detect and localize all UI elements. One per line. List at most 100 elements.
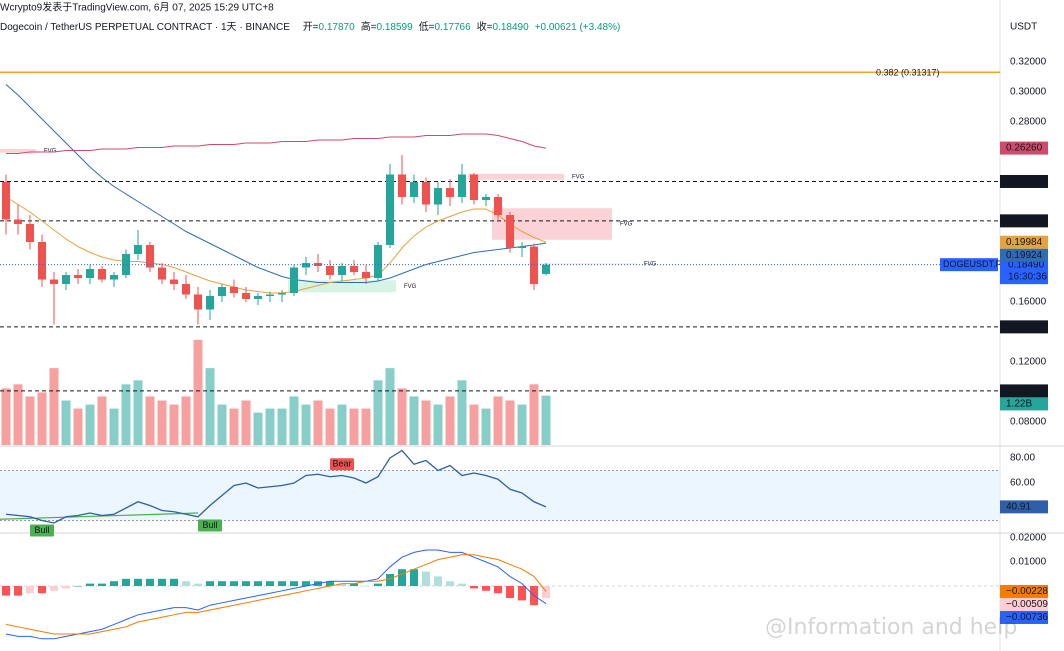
y-tick-label: 0.12000 (1010, 357, 1047, 368)
axis-badge-text: 1.22B (1006, 399, 1032, 410)
axis-badge-text: 0.10075 (1006, 386, 1043, 397)
axis-badge (1000, 384, 1048, 398)
volume-bar (85, 404, 95, 445)
histogram-bar (182, 581, 190, 587)
axis-badge (1000, 320, 1048, 334)
volume-bar (469, 404, 479, 445)
rsi-band (0, 470, 1000, 521)
histogram-bar (422, 571, 430, 587)
volume-bar (373, 380, 383, 445)
candle-body (290, 267, 298, 294)
volume-bar (349, 408, 359, 445)
macd-line (5, 549, 547, 640)
volume-bar (301, 404, 311, 445)
candle-body (302, 263, 310, 268)
symbol-badge (940, 258, 998, 272)
histogram-bar (50, 586, 58, 591)
volume-bar (421, 400, 431, 445)
candle-body (398, 174, 406, 197)
y-tick-label: 0.01000 (1010, 557, 1047, 568)
axis-badge (1000, 597, 1048, 611)
candle-body (494, 196, 502, 215)
axis-badge (1000, 141, 1048, 155)
candle-body (482, 196, 490, 200)
volume-bar (133, 380, 143, 445)
axis-badge-text: 0.14344 (1006, 322, 1043, 333)
candle-body (50, 279, 58, 285)
histogram-bar (410, 569, 418, 587)
histogram-bar (350, 583, 358, 587)
histogram-bar (230, 581, 238, 587)
symbol: Dogecoin / TetherUS PERPETUAL CONTRACT ·… (0, 22, 290, 33)
histogram-bar (386, 574, 394, 587)
volume-bar (517, 404, 527, 445)
histogram-bar (26, 586, 34, 594)
candle-body (470, 174, 478, 200)
histogram-bar (278, 581, 286, 587)
histogram-bar (458, 583, 466, 587)
volume-bar (121, 384, 131, 445)
volume-bar (13, 384, 23, 445)
ohlc-value: 0.18490 (493, 22, 530, 33)
histogram-bar (434, 576, 442, 587)
axis-badge-text: −0.00509 (1006, 599, 1048, 610)
candle-body (62, 275, 70, 285)
candle-body (350, 266, 358, 273)
histogram-bar (254, 581, 262, 587)
ohlc-key: 收= (477, 20, 493, 33)
histogram-bar (326, 581, 334, 587)
volume-bar (361, 408, 371, 445)
annotation-box (198, 519, 222, 532)
candle-body (98, 269, 106, 280)
y-tick-label: 60.00 (1010, 478, 1035, 489)
volume-bar (37, 392, 47, 445)
candle-body (14, 219, 22, 225)
histogram-bar (470, 586, 478, 589)
volume-bar (481, 408, 491, 445)
y-tick-label: 80.00 (1010, 453, 1035, 464)
candle-body (194, 294, 202, 310)
histogram-bar (518, 586, 526, 601)
candle-body (434, 187, 442, 205)
fvg-label: FVG (404, 284, 417, 290)
volume-bar (73, 408, 83, 445)
candle-body (338, 266, 346, 276)
volume-bar (493, 396, 503, 445)
histogram-bar (542, 586, 550, 599)
histogram-bar (74, 586, 82, 587)
fvg-zone (528, 263, 636, 265)
histogram-bar (86, 583, 94, 587)
candle-body (170, 279, 178, 285)
candle-body (542, 264, 550, 274)
histogram-bar (362, 586, 370, 587)
axis-badge-text: −0.00228 (1006, 586, 1048, 597)
annotation-text: Bull (202, 520, 217, 530)
candle-body (446, 187, 454, 197)
histogram-bar (158, 578, 166, 587)
histogram-bar (446, 581, 454, 587)
fib-label: 0.382 (0.31317) (876, 68, 940, 78)
histogram-bar (122, 578, 130, 587)
moving-average (5, 196, 547, 294)
candle-body (230, 287, 238, 294)
change: +0.00621 (+3.48%) (535, 22, 621, 33)
candle-body (242, 293, 250, 300)
candle-body (2, 181, 10, 220)
axis-badge (1000, 174, 1048, 188)
annotation-text: Bull (34, 525, 49, 535)
histogram-bar (98, 583, 106, 587)
ohlc-value: 0.17766 (435, 22, 472, 33)
volume-bar (109, 408, 119, 445)
axis-badge (1000, 235, 1048, 249)
symbol-badge-text: DOGEUSDT.P (943, 259, 1002, 269)
volume-bar (205, 368, 215, 445)
candle-body (506, 214, 514, 249)
volume-bar (25, 396, 35, 445)
axis-badge (1000, 397, 1048, 411)
candle-body (110, 275, 118, 280)
histogram-bar (242, 581, 250, 587)
volume-bar (433, 404, 443, 445)
histogram-bar (206, 581, 214, 587)
candle-body (38, 242, 46, 280)
candle-body (182, 284, 190, 295)
